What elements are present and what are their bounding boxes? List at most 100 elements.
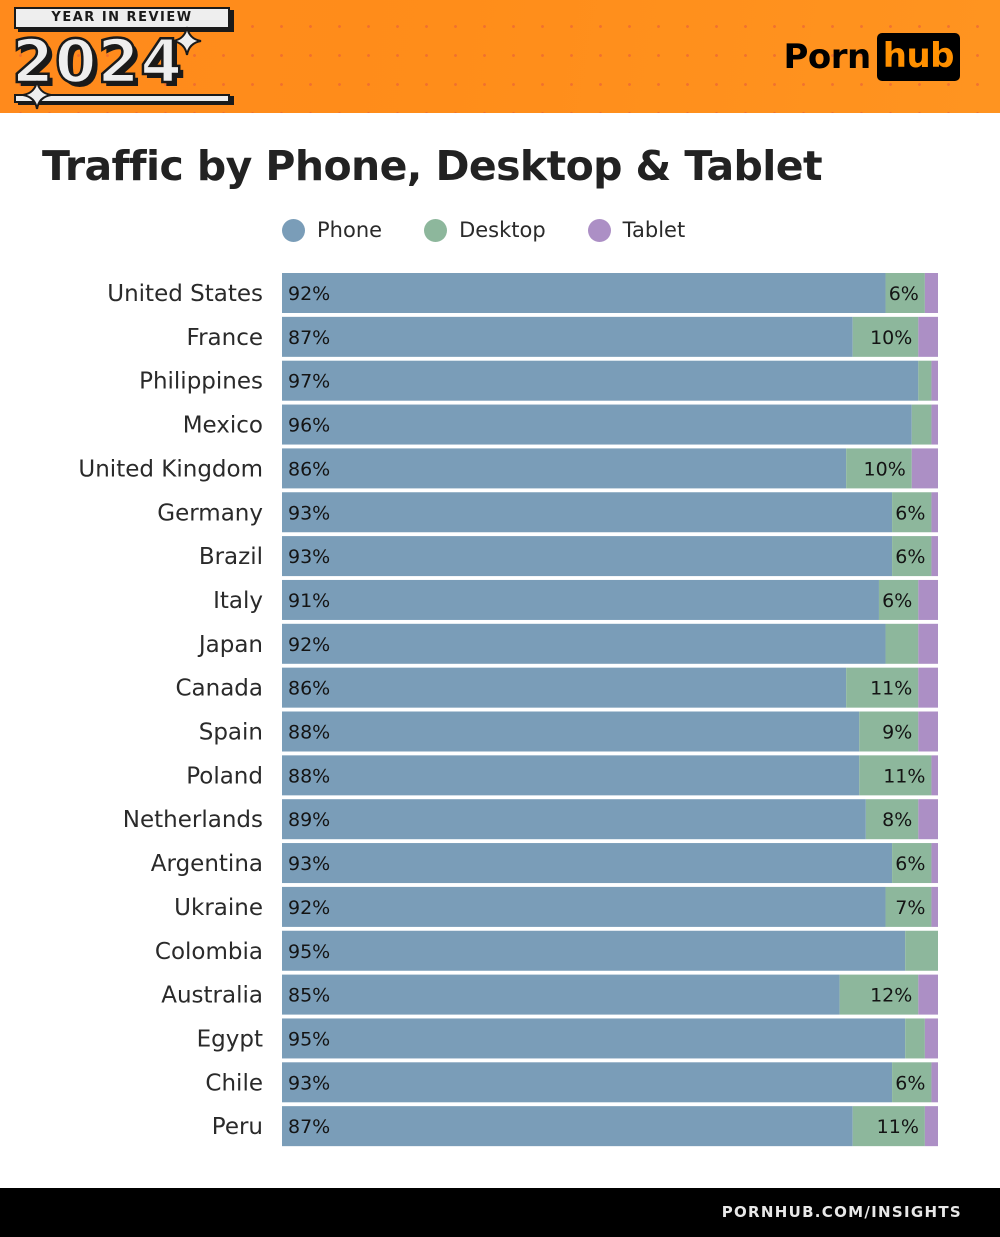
data-label-phone-france: 87% (288, 327, 330, 349)
bar-phone-italy (282, 579, 879, 620)
data-label-desktop-united-kingdom: 10% (864, 458, 906, 480)
data-label-desktop-argentina: 6% (895, 853, 925, 875)
bar-tablet-egypt (924, 1018, 938, 1059)
category-label-mexico: Mexico (183, 413, 263, 439)
legend-label-phone: Phone (317, 218, 383, 242)
category-label-japan: Japan (197, 632, 263, 658)
category-label-australia: Australia (161, 983, 263, 1009)
bar-desktop-france (852, 316, 919, 357)
year-badge: 2024 (11, 27, 184, 97)
category-label-italy: Italy (213, 588, 263, 614)
bar-phone-mexico (282, 404, 912, 445)
footer-bar: PORNHUB.COM/INSIGHTS (0, 1188, 1000, 1237)
data-label-phone-united-states: 92% (288, 283, 330, 305)
data-label-phone-japan: 92% (288, 634, 330, 656)
data-label-desktop-germany: 6% (895, 502, 925, 524)
data-label-desktop-peru: 11% (877, 1116, 919, 1138)
bar-tablet-ukraine (931, 886, 938, 927)
data-label-desktop-ukraine: 7% (895, 897, 925, 919)
data-label-phone-poland: 88% (288, 765, 330, 787)
data-label-desktop-united-states: 6% (889, 283, 919, 305)
bar-desktop-chile (892, 1062, 932, 1103)
data-label-desktop-australia: 12% (870, 985, 912, 1007)
data-label-phone-germany: 93% (288, 502, 330, 524)
chart-legend: Phone Desktop Tablet (282, 216, 727, 244)
data-label-phone-italy: 91% (288, 590, 330, 612)
category-label-netherlands: Netherlands (123, 807, 263, 833)
bar-desktop-peru (852, 1106, 925, 1147)
bar-desktop-italy (878, 579, 919, 620)
year-badge-underline (14, 94, 230, 103)
bar-tablet-philippines (931, 360, 938, 401)
bar-tablet-chile (931, 1062, 938, 1103)
data-label-desktop-netherlands: 8% (882, 809, 912, 831)
bar-tablet-mexico (931, 404, 938, 445)
stacked-bar-chart: United States 92% 6% France 87% 10% Philippine… (78, 273, 938, 1147)
data-label-phone-peru: 87% (288, 1116, 330, 1138)
bar-desktop-philippines (918, 360, 932, 401)
bar-phone-egypt (282, 1018, 906, 1059)
bar-phone-united-states (282, 273, 886, 313)
bar-desktop-poland (859, 755, 932, 796)
data-label-phone-netherlands: 89% (288, 809, 330, 831)
bar-phone-united-kingdom (282, 448, 847, 489)
legend-item-desktop: Desktop (424, 218, 546, 242)
bar-tablet-spain (918, 711, 938, 752)
data-label-phone-colombia: 95% (288, 941, 330, 963)
bar-tablet-peru (924, 1106, 938, 1147)
bar-phone-canada (282, 667, 847, 708)
bar-desktop-germany (892, 492, 932, 533)
category-label-brazil: Brazil (199, 544, 263, 570)
bar-desktop-colombia (905, 930, 938, 971)
legend-swatch-desktop (424, 218, 448, 242)
bar-phone-australia (282, 974, 840, 1015)
category-label-philippines: Philippines (139, 369, 263, 395)
brand-logo: Porn hub (784, 33, 960, 81)
bar-phone-colombia (282, 930, 906, 971)
legend-item-tablet: Tablet (587, 218, 685, 242)
category-label-colombia: Colombia (155, 939, 263, 965)
footer-url: PORNHUB.COM/INSIGHTS (721, 1203, 962, 1221)
data-label-phone-united-kingdom: 86% (288, 458, 330, 480)
category-label-chile: Chile (205, 1070, 263, 1096)
category-label-united-kingdom: United Kingdom (78, 456, 263, 482)
bar-desktop-united-states (885, 273, 925, 313)
data-label-phone-chile: 93% (288, 1072, 330, 1094)
category-label-egypt: Egypt (197, 1026, 263, 1052)
data-label-desktop-chile: 6% (895, 1072, 925, 1094)
data-label-phone-philippines: 97% (288, 371, 330, 393)
data-label-phone-argentina: 93% (288, 853, 330, 875)
legend-swatch-tablet (587, 218, 611, 242)
bar-desktop-argentina (892, 843, 932, 884)
bar-phone-netherlands (282, 799, 866, 840)
bar-desktop-netherlands (865, 799, 919, 840)
bar-tablet-united-kingdom (911, 448, 938, 489)
category-label-ukraine: Ukraine (174, 895, 263, 921)
bar-phone-japan (282, 623, 886, 664)
sparkle-icon (172, 26, 202, 56)
legend-swatch-phone (282, 218, 305, 242)
bar-desktop-brazil (892, 536, 932, 577)
data-label-phone-canada: 86% (288, 678, 330, 700)
category-label-united-states: United States (107, 281, 263, 307)
bar-desktop-egypt (905, 1018, 925, 1059)
bar-phone-poland (282, 755, 860, 796)
data-label-phone-egypt: 95% (288, 1028, 330, 1050)
data-label-phone-australia: 85% (288, 985, 330, 1007)
legend-label-desktop: Desktop (459, 218, 546, 242)
bar-desktop-mexico (911, 404, 932, 445)
bar-phone-ukraine (282, 886, 886, 927)
category-label-poland: Poland (186, 763, 263, 789)
bar-phone-brazil (282, 536, 893, 577)
data-label-desktop-spain: 9% (882, 722, 912, 744)
bar-phone-peru (282, 1106, 853, 1147)
data-label-desktop-italy: 6% (882, 590, 912, 612)
data-label-desktop-france: 10% (870, 327, 912, 349)
bar-phone-france (282, 316, 853, 357)
bar-desktop-japan (885, 623, 919, 664)
category-label-argentina: Argentina (151, 851, 263, 877)
data-label-phone-mexico: 96% (288, 415, 330, 437)
header-banner: YEAR IN REVIEW 2024 Porn hub (0, 0, 1000, 113)
bar-desktop-united-kingdom (846, 448, 912, 489)
legend-item-phone: Phone (282, 218, 382, 242)
